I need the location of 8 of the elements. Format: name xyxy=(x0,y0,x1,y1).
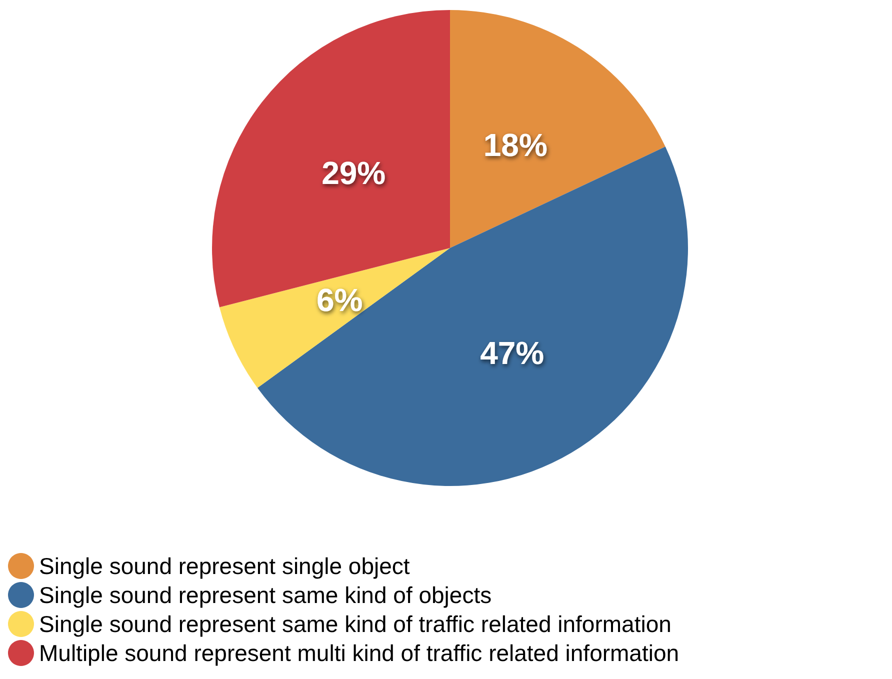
data-label: 29% xyxy=(322,155,386,192)
legend-label: Single sound represent single object xyxy=(39,553,410,579)
data-label: 6% xyxy=(316,282,363,318)
data-label: 18% xyxy=(483,126,548,163)
legend-label: Single sound represent same kind of objects xyxy=(39,582,492,608)
legend-label: Single sound represent same kind of traffic related information xyxy=(39,611,672,637)
legend-label: Multiple sound represent multi kind of traffic related information xyxy=(39,640,680,666)
data-label: 47% xyxy=(480,335,544,372)
